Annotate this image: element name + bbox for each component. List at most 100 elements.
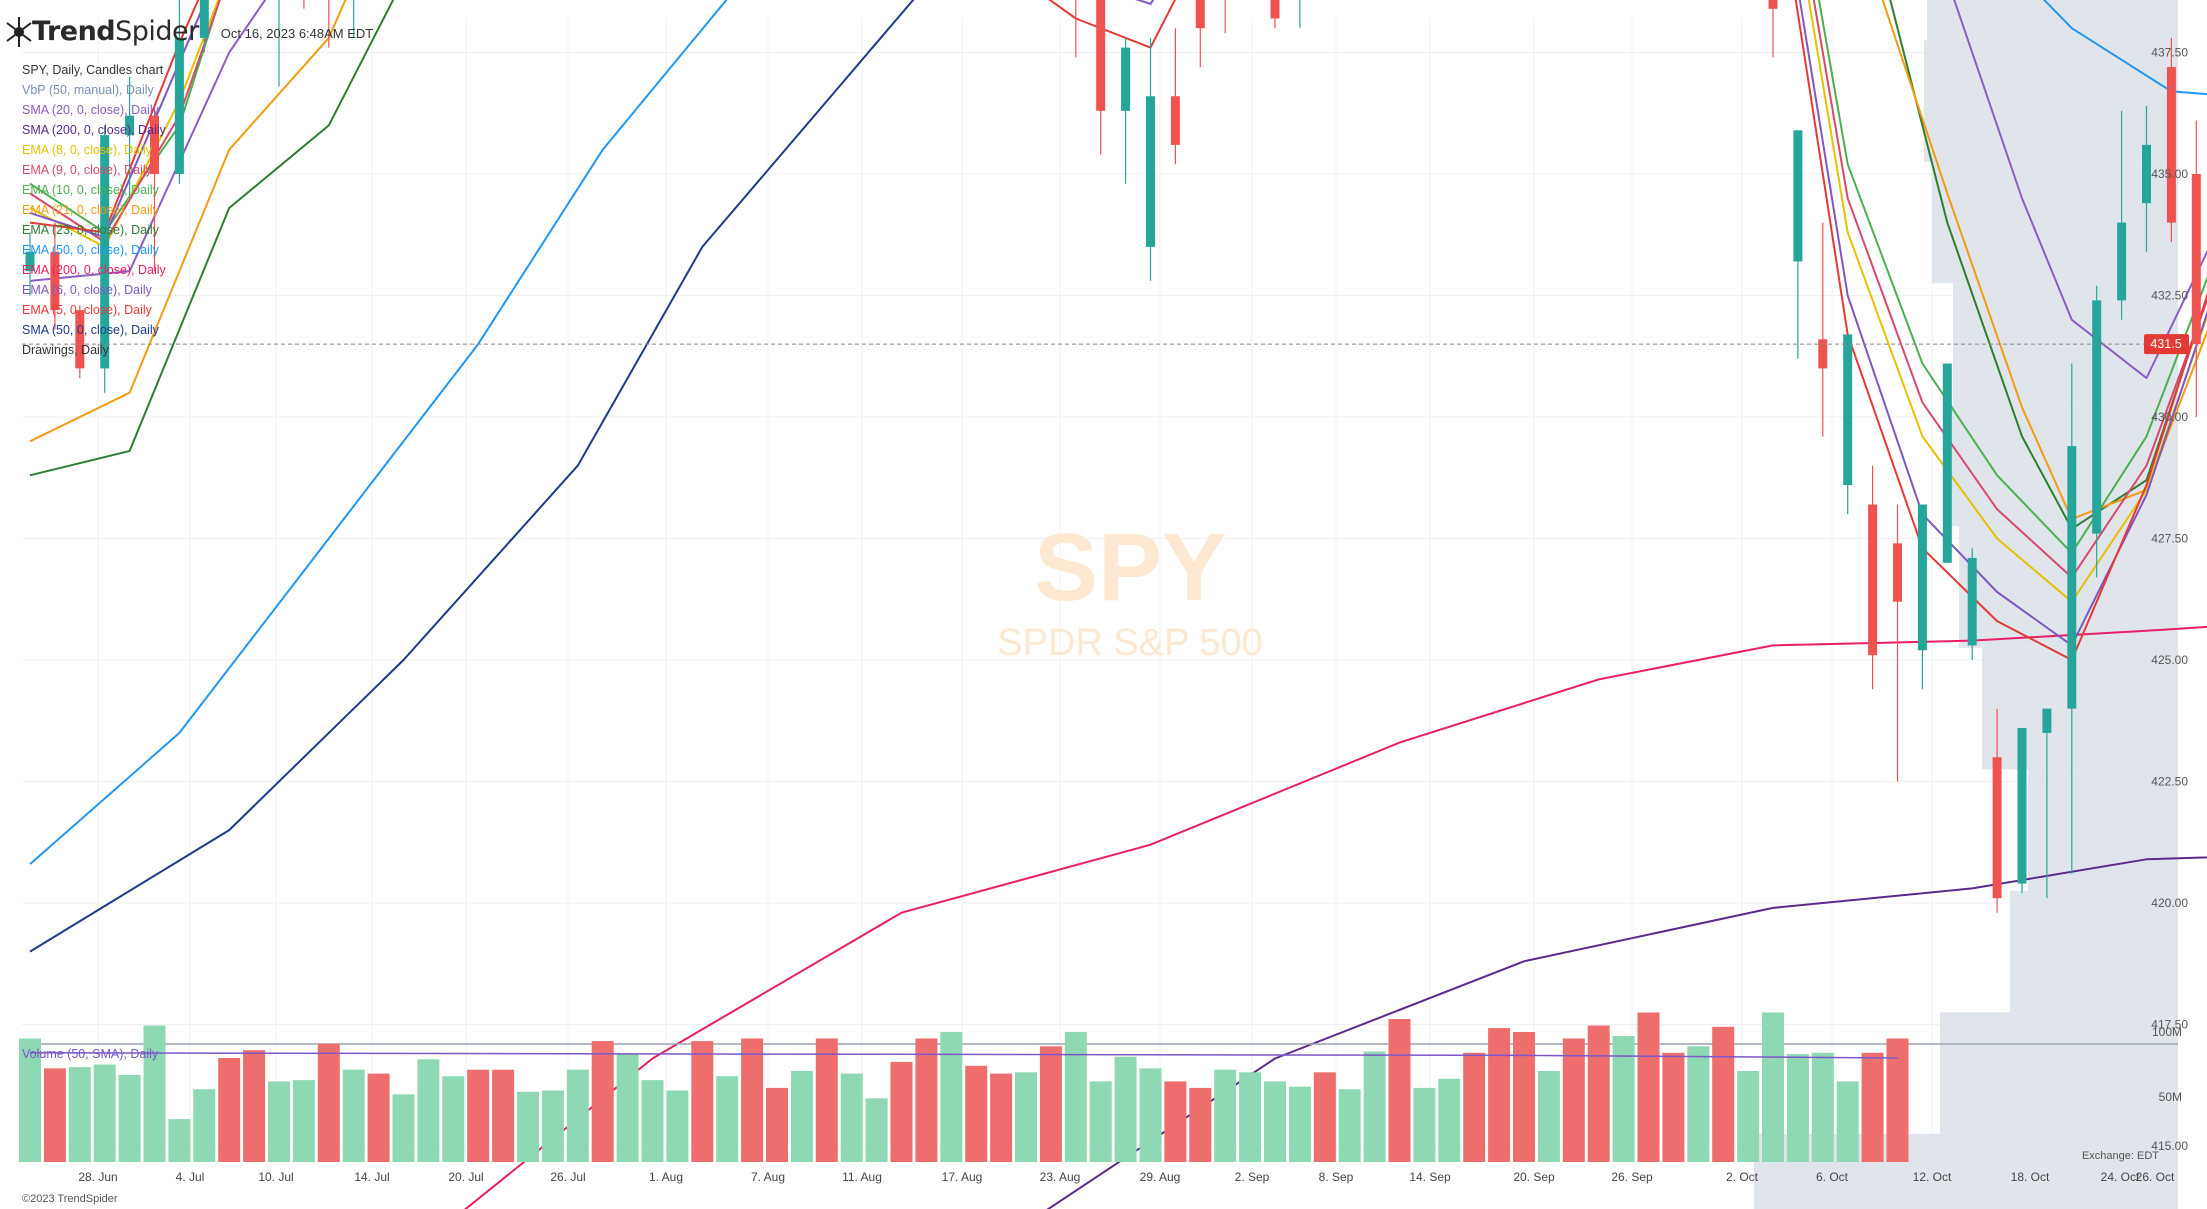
x-tick-label: 17. Aug	[942, 1170, 983, 1184]
legend-item[interactable]: Drawings, Daily	[22, 343, 109, 357]
candle	[150, 105, 159, 272]
volume-pane-label[interactable]: Volume (50, SMA), Daily	[22, 1047, 159, 1061]
volume-bar	[317, 1043, 340, 1162]
legend-item[interactable]: EMA (10, 0, close), Daily	[22, 183, 159, 197]
volume-bar	[1762, 1012, 1784, 1162]
y-tick-label: 422.50	[2151, 775, 2188, 789]
volume-axis-ticks: 100M 50M	[2152, 1025, 2182, 1104]
candle	[1224, 0, 1226, 34]
candle	[2117, 110, 2127, 320]
legend-item[interactable]: EMA (23, 0, close), Daily	[22, 223, 159, 237]
candle	[2191, 120, 2201, 417]
volume-sma-line	[29, 1052, 1898, 1059]
candle	[1967, 548, 1977, 660]
legend-item[interactable]: EMA (200, 0, close), Daily	[22, 263, 166, 277]
legend-item[interactable]: EMA (5, 0, close), Daily	[22, 303, 152, 317]
volume-bar	[1662, 1052, 1685, 1162]
candle	[1075, 0, 1077, 58]
volume-bar	[143, 1025, 166, 1162]
candle	[1818, 222, 1828, 437]
exchange-label: Exchange: EDT	[2081, 1150, 2159, 1162]
volume-bar	[566, 1069, 589, 1162]
x-tick-label: 10. Jul	[258, 1170, 293, 1184]
volume-bar	[940, 1032, 963, 1162]
volume-tick-label: 100M	[2152, 1025, 2182, 1039]
volume-bar	[1712, 1026, 1735, 1162]
volume-bar	[1039, 1046, 1062, 1162]
vbp-bar	[1945, 404, 2178, 527]
ma-line	[29, 0, 915, 953]
x-tick-label: 11. Aug	[842, 1170, 882, 1184]
ma-line	[29, 0, 2207, 530]
candle	[2142, 105, 2151, 252]
legend-item[interactable]: SPY, Daily, Candles chart	[22, 63, 164, 77]
x-tick-label: 2. Oct	[1726, 1170, 1759, 1184]
y-tick-label: 427.50	[2151, 532, 2188, 546]
candle	[125, 76, 135, 199]
volume-bar	[517, 1091, 539, 1162]
svg-text:431.5: 431.5	[2150, 337, 2181, 351]
legend-item[interactable]: SMA (20, 0, close), Daily	[22, 103, 159, 117]
legend-item[interactable]: VbP (50, manual), Daily	[22, 83, 154, 97]
volume-bar	[1239, 1072, 1262, 1162]
volume-bar	[1861, 1052, 1884, 1162]
legend-item[interactable]: EMA (9, 0, close), Daily	[22, 163, 152, 177]
volume-bar	[1463, 1052, 1486, 1162]
vbp-bar	[1927, 0, 2178, 41]
legend-item[interactable]: SMA (50, 0, close), Daily	[22, 323, 159, 337]
volume-bar	[68, 1067, 91, 1162]
volume-bar	[118, 1074, 141, 1162]
ma-line	[29, 0, 2207, 380]
x-tick-label: 18. Oct	[2011, 1170, 2050, 1184]
volume-bar	[815, 1038, 838, 1162]
vbp-bar	[1932, 161, 2178, 284]
candle	[1992, 708, 2002, 913]
x-tick-label: 24. Oct	[2101, 1170, 2140, 1184]
volume-bar	[666, 1090, 689, 1162]
ma-line	[1046, 856, 2207, 1209]
candle	[1121, 37, 1131, 184]
y-tick-label: 425.00	[2151, 653, 2188, 667]
volume-bar	[1139, 1068, 1162, 1162]
brand-header: TrendSpider Oct 16, 2023 6:48AM EDT	[6, 16, 373, 47]
volume-bar	[1513, 1032, 1535, 1162]
volume-bar	[1363, 1051, 1386, 1162]
volume-bar	[342, 1069, 365, 1162]
legend-item[interactable]: EMA (21, 0, close), Daily	[22, 203, 159, 217]
volume-bar	[1612, 1035, 1635, 1162]
volume-bar	[865, 1098, 888, 1162]
x-axis-ticks: 28. Jun 4. Jul 10. Jul 14. Jul 20. Jul 26. Ju…	[78, 1170, 2175, 1184]
legend-item[interactable]: EMA (50, 0, close), Daily	[22, 243, 159, 257]
ma-line	[29, 0, 2207, 579]
candle	[1893, 504, 1902, 782]
x-tick-label: 2. Sep	[1235, 1170, 1270, 1184]
volume-bar	[890, 1061, 913, 1162]
candle	[1868, 465, 1878, 690]
volume-bar	[1836, 1081, 1859, 1162]
legend-item[interactable]: EMA (6, 0, close), Daily	[22, 283, 152, 297]
legend-item[interactable]: EMA (8, 0, close), Daily	[22, 143, 152, 157]
ma-line	[29, 0, 2207, 603]
volume-bar	[19, 1038, 41, 1162]
volume-bar	[840, 1073, 863, 1162]
copyright-footer: ©2023 TrendSpider	[22, 1193, 118, 1205]
volume-tick-label: 50M	[2159, 1090, 2182, 1104]
volume-bar	[965, 1065, 988, 1162]
candle	[278, 0, 280, 87]
vbp-bar	[2028, 769, 2178, 891]
candle	[75, 305, 85, 379]
volume-bar	[218, 1058, 241, 1162]
volume-bar	[766, 1087, 788, 1162]
volume-bar	[292, 1080, 315, 1162]
candle	[2166, 37, 2176, 243]
legend-item[interactable]: SMA (200, 0, close), Daily	[22, 123, 166, 137]
volume-bar	[417, 1059, 440, 1162]
candle	[1843, 334, 1853, 515]
grid-lines	[22, 18, 2178, 1162]
volume-bar	[1388, 1019, 1411, 1162]
volume-bar	[1313, 1072, 1336, 1162]
candle	[1299, 0, 1301, 29]
y-tick-label: 420.00	[2151, 896, 2188, 910]
ma-line	[29, 0, 2207, 521]
